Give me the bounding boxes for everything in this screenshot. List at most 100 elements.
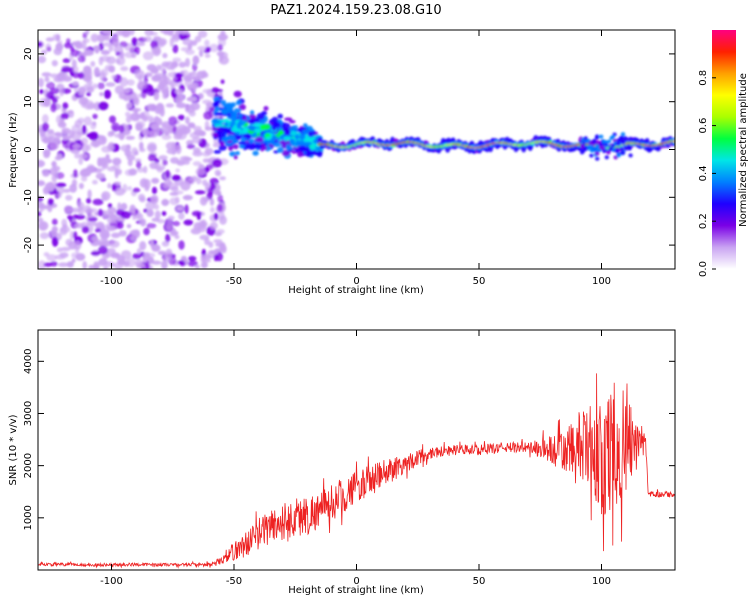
spectral-blob	[67, 110, 74, 114]
spectral-blob	[43, 152, 50, 159]
spectral-blob	[191, 210, 202, 217]
spectral-blob	[106, 225, 116, 231]
spectral-blob	[52, 226, 58, 232]
spectral-blob	[59, 87, 64, 97]
spectral-blob	[81, 175, 88, 182]
spectral-blob	[51, 160, 57, 168]
y-tick-label: 4000	[23, 349, 34, 374]
spectral-blob	[38, 180, 46, 187]
x-tick-label: 50	[473, 576, 486, 587]
colorbar-tick-label: 0.0	[698, 261, 709, 277]
spectral-blob	[154, 73, 165, 80]
spectral-blob	[38, 260, 46, 269]
spectral-blob	[293, 142, 303, 147]
spectral-blob	[101, 30, 113, 35]
spectral-blob	[193, 147, 201, 154]
spectral-blob	[132, 210, 137, 221]
spectral-blob	[204, 39, 210, 47]
spectral-blob	[127, 186, 133, 191]
spectral-blob	[302, 123, 308, 128]
spectral-blob	[161, 198, 170, 207]
spectral-blob	[581, 148, 586, 153]
spectral-blob	[218, 144, 227, 151]
spectral-blob	[265, 136, 272, 141]
spectral-blob	[69, 230, 75, 240]
spectral-blob	[232, 144, 239, 150]
spectral-blob	[62, 135, 72, 140]
spectral-blob	[126, 144, 131, 149]
spectral-blob	[133, 98, 139, 104]
spectral-blob	[42, 114, 49, 124]
spectral-blob	[100, 50, 110, 55]
spectral-blob	[288, 130, 298, 136]
spectral-blob	[248, 145, 256, 151]
spectral-blob	[64, 205, 72, 214]
spectral-blob	[167, 30, 174, 37]
spectral-blob	[248, 138, 255, 144]
x-tick-label: -100	[100, 276, 123, 287]
spectral-blob	[154, 107, 163, 115]
spectral-blob	[78, 182, 84, 190]
spectral-blob	[97, 208, 104, 217]
spectral-blob	[223, 122, 229, 127]
spectral-blob	[55, 42, 64, 52]
spectral-blob	[216, 171, 222, 177]
spectral-blob	[163, 92, 169, 99]
spectral-blob	[95, 221, 105, 231]
spectral-blob	[595, 151, 600, 156]
spectral-blob	[197, 46, 207, 51]
spectral-blob	[101, 145, 112, 153]
spectral-blob	[175, 144, 182, 155]
spectral-blob	[82, 32, 88, 39]
spectral-blob	[140, 218, 147, 227]
spectral-blob	[610, 135, 615, 140]
spectral-blob	[273, 142, 281, 148]
y-tick-label: 1000	[23, 505, 34, 530]
spectral-blob	[304, 137, 313, 142]
spectral-blob	[209, 198, 215, 206]
spectral-blob	[72, 81, 79, 86]
spectral-blob	[125, 111, 131, 117]
spectral-blob	[233, 90, 242, 98]
spectral-blob	[202, 158, 211, 163]
spectral-blob	[191, 175, 198, 180]
colorbar-label: Normalized spectral amplitude	[738, 73, 749, 227]
spectral-blob	[118, 230, 127, 237]
spectral-blob	[168, 116, 178, 126]
spectral-blob	[161, 123, 168, 132]
spectral-blob	[161, 134, 172, 140]
spectral-blob	[130, 107, 142, 112]
spectral-blob	[600, 145, 606, 150]
spectral-blob	[623, 146, 629, 151]
spectral-blob	[184, 105, 196, 114]
spectral-blob	[255, 143, 263, 150]
spectral-blob	[587, 144, 593, 149]
spectral-blob	[56, 192, 62, 199]
spectral-blob	[178, 30, 189, 35]
spectral-blob	[160, 84, 169, 92]
spectral-blob	[41, 72, 52, 77]
spectral-blob	[103, 89, 112, 100]
spectral-blob	[86, 220, 93, 226]
spectral-blob	[146, 209, 154, 218]
spectral-blob	[599, 134, 604, 139]
spectral-blob	[39, 232, 49, 240]
spectral-blob	[157, 250, 167, 256]
spectral-blob	[238, 104, 246, 111]
spectral-blob	[252, 150, 259, 156]
spectral-blob	[101, 232, 108, 242]
spectral-blob	[616, 153, 621, 158]
spectral-blob	[608, 146, 614, 151]
spectral-blob	[48, 141, 60, 151]
spectral-blob	[143, 165, 148, 174]
spectral-blob	[70, 207, 81, 213]
spectral-blob	[69, 183, 77, 193]
spectral-blob	[95, 172, 106, 180]
spectral-blob	[157, 218, 165, 224]
spectral-blob	[42, 186, 50, 195]
spectral-blob	[316, 150, 323, 158]
y-tick-label: -10	[23, 189, 34, 205]
spectral-blob	[134, 69, 145, 80]
spectral-blob	[51, 174, 57, 183]
